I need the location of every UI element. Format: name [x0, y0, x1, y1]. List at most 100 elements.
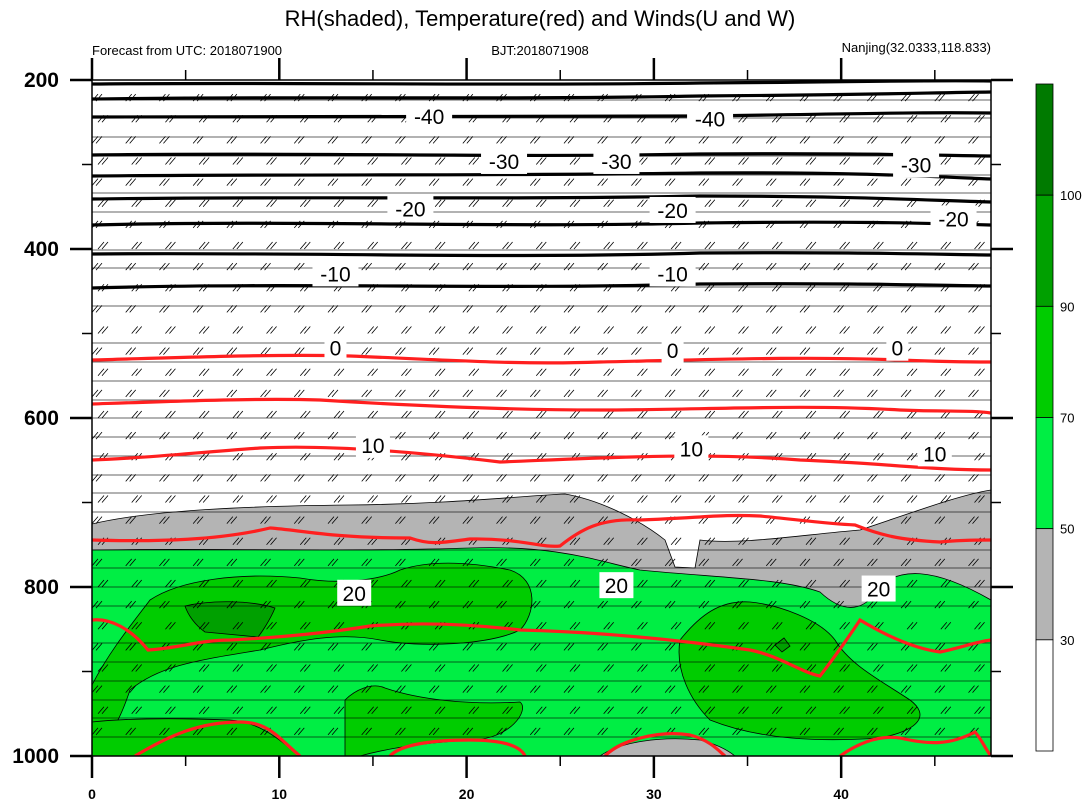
- wind-barb: [569, 326, 581, 334]
- wind-barb: [434, 368, 446, 377]
- wind-barb: [462, 685, 474, 693]
- wind-barb: [732, 516, 743, 524]
- wind-barb: [805, 199, 817, 208]
- wind-barb: [906, 664, 918, 672]
- wind-barb: [529, 431, 541, 440]
- wind-barb: [968, 262, 979, 271]
- wind-barb: [159, 431, 170, 440]
- colorbar-swatch: [1035, 194, 1054, 307]
- wind-barb: [833, 178, 844, 186]
- wind-barb: [631, 558, 642, 567]
- wind-barb: [603, 368, 614, 377]
- wind-barb: [468, 495, 480, 503]
- wind-barb: [934, 178, 946, 186]
- wind-barb: [738, 241, 749, 250]
- wind-barb: [502, 326, 513, 334]
- wind-barb: [125, 516, 137, 524]
- contour-label: 20: [605, 575, 628, 598]
- wind-barb: [529, 558, 541, 567]
- wind-barb: [299, 157, 311, 165]
- wind-barb: [232, 621, 244, 630]
- wind-barb: [395, 516, 406, 524]
- wind-barb: [569, 368, 581, 377]
- chart-title: RH(shaded), Temperature(red) and Winds(U…: [285, 6, 796, 31]
- wind-barb: [333, 495, 345, 503]
- wind-barb: [462, 516, 474, 524]
- wind-barb: [563, 558, 575, 567]
- wind-barb: [131, 706, 143, 715]
- wind-barb: [401, 368, 412, 377]
- wind-barb: [266, 706, 277, 715]
- wind-barb: [569, 664, 581, 672]
- wind-barb: [968, 93, 979, 102]
- wind-barb: [502, 495, 513, 503]
- wind-barb: [738, 410, 749, 419]
- wind-barb: [631, 178, 642, 186]
- contour-label: 10: [923, 443, 946, 466]
- wind-barb: [327, 474, 339, 482]
- wind-barb: [327, 727, 339, 736]
- wind-barb: [873, 664, 884, 672]
- wind-barb: [732, 305, 743, 313]
- wind-barb: [462, 558, 474, 567]
- wind-barb: [529, 347, 541, 355]
- wind-barb: [597, 136, 608, 144]
- wind-barb: [873, 452, 884, 461]
- color-bar: 30 50 70 90 100: [1035, 83, 1082, 752]
- wind-barb: [226, 727, 238, 736]
- x-axis: 0 10 20 30 40: [88, 58, 936, 802]
- wind-barb: [968, 516, 979, 524]
- wind-barb: [327, 600, 339, 609]
- wind-barb: [529, 727, 541, 736]
- wind-barb: [226, 643, 238, 651]
- wind-barb: [434, 326, 446, 334]
- wind-barb: [395, 558, 406, 567]
- wind-barb: [940, 157, 952, 165]
- temperature-contours-cold: [92, 80, 991, 290]
- wind-barb: [92, 643, 103, 651]
- colorbar-label: 50: [1060, 522, 1074, 537]
- wind-barbs: [92, 93, 985, 736]
- wind-barb: [192, 178, 204, 186]
- wind-barb: [462, 600, 474, 609]
- wind-barb: [299, 410, 311, 419]
- wind-barb: [125, 643, 137, 651]
- wind-barb: [198, 452, 210, 461]
- wind-barb: [569, 241, 581, 250]
- contour-label: -10: [657, 263, 687, 286]
- wind-level-lines: [92, 99, 991, 738]
- wind-barb: [833, 136, 844, 144]
- wind-barb: [771, 410, 783, 419]
- wind-barb: [968, 474, 979, 482]
- wind-barb: [906, 706, 918, 715]
- wind-barb: [603, 621, 614, 630]
- wind-barb: [597, 600, 608, 609]
- wind-barb: [670, 537, 682, 546]
- wind-barb: [293, 643, 305, 651]
- wind-barb: [260, 685, 271, 693]
- wind-barb: [900, 262, 912, 271]
- wind-barb: [529, 643, 541, 651]
- wind-barb: [738, 579, 749, 588]
- wind-barb: [799, 558, 811, 567]
- wind-barb: [434, 157, 446, 165]
- wind-barb: [974, 706, 985, 715]
- wind-barb: [333, 664, 345, 672]
- bjt-string: BJT:2018071908: [491, 43, 589, 58]
- wind-barb: [805, 495, 817, 503]
- wind-barb: [900, 93, 912, 102]
- contour-label-bg: [481, 147, 528, 174]
- wind-barb: [765, 431, 777, 440]
- wind-barb: [97, 495, 109, 503]
- wind-barb: [738, 664, 749, 672]
- wind-barb: [934, 93, 946, 102]
- wind-barb: [670, 241, 682, 250]
- contour-line: [92, 282, 991, 290]
- wind-barb: [401, 410, 412, 419]
- wind-barb: [367, 495, 379, 503]
- wind-barb: [327, 389, 339, 398]
- wind-barb: [401, 241, 412, 250]
- wind-barb: [502, 199, 513, 208]
- wind-barb: [535, 157, 547, 165]
- wind-barb: [704, 157, 716, 165]
